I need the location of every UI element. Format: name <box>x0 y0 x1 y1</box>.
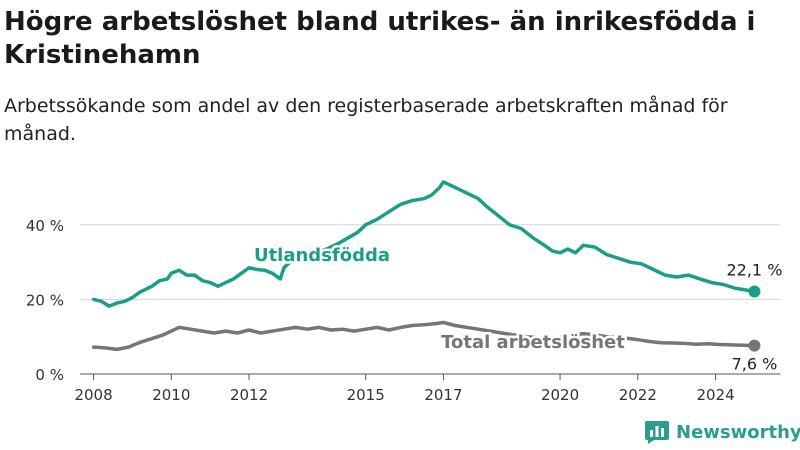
x-tick-label: 2022 <box>619 386 657 404</box>
y-tick-label: 0 % <box>35 366 64 384</box>
series-label-total: Total arbetslöshet <box>441 332 625 353</box>
chart-title: Högre arbetslöshet bland utrikes- än inr… <box>4 7 756 70</box>
gridlines <box>80 224 780 375</box>
x-tick-label: 2010 <box>152 386 190 404</box>
series <box>91 180 761 352</box>
end-point-utlandsfodda <box>748 285 761 298</box>
x-tick-label: 2017 <box>424 386 462 404</box>
y-tick-label: 20 % <box>26 291 64 309</box>
axes: 0 % 20 % 40 % 2008 2010 2012 2015 2017 2020 2022 2… <box>26 217 735 404</box>
brand-name: Newsworthy <box>676 421 800 443</box>
x-tick-label: 2008 <box>74 386 112 404</box>
x-tick-label: 2020 <box>541 386 579 404</box>
series-line-utlandsfodda <box>91 180 757 308</box>
series-line-total <box>91 320 757 352</box>
x-tick-label: 2024 <box>696 386 734 404</box>
x-tick-label: 2015 <box>347 386 385 404</box>
newsworthy-logo-icon <box>645 421 669 444</box>
newsworthy-logo: Newsworthy <box>644 419 800 445</box>
y-tick-label: 40 % <box>26 217 64 235</box>
x-tick-label: 2012 <box>230 386 268 404</box>
end-value-label-utlandsfodda: 22,1 % <box>726 261 782 280</box>
direct-labels: 22,1 % 7,6 % Utlandsfödda Total arbetslöshe… <box>251 243 784 376</box>
series-label-utlandsfodda: Utlandsfödda <box>254 245 390 266</box>
end-value-label-total: 7,6 % <box>732 355 778 374</box>
end-point-total <box>748 339 761 352</box>
chart-subtitle: Arbetssökande som andel av den registerb… <box>4 95 728 145</box>
